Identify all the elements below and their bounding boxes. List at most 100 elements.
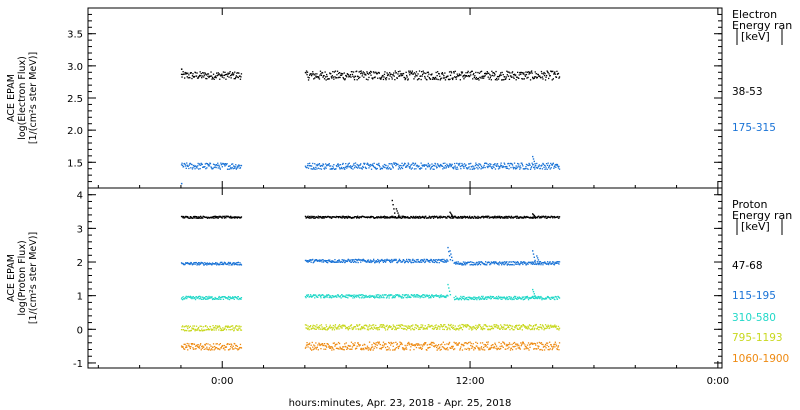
- data-point: [455, 78, 457, 80]
- data-point: [484, 75, 486, 77]
- data-point: [187, 349, 189, 351]
- data-point: [234, 216, 236, 218]
- data-point: [397, 327, 399, 329]
- data-point: [523, 216, 525, 218]
- data-point: [388, 347, 390, 349]
- data-point: [425, 260, 427, 262]
- data-point: [538, 164, 540, 166]
- data-point: [427, 71, 429, 73]
- data-point: [225, 78, 227, 80]
- data-point: [228, 262, 231, 264]
- data-point-spike: [449, 250, 451, 252]
- data-point: [380, 326, 382, 328]
- data-point: [541, 349, 544, 351]
- data-point: [200, 330, 202, 332]
- data-point: [491, 70, 493, 72]
- data-point: [453, 168, 455, 170]
- data-point: [200, 75, 202, 77]
- data-point: [500, 298, 502, 300]
- data-point: [381, 344, 384, 346]
- data-point: [312, 326, 314, 328]
- data-point: [445, 166, 448, 168]
- data-point: [369, 348, 371, 350]
- data-point: [182, 262, 184, 265]
- data-point: [446, 347, 449, 349]
- data-point: [391, 328, 393, 330]
- data-point: [542, 264, 544, 266]
- data-point: [546, 327, 548, 329]
- data-point: [414, 73, 417, 75]
- data-point: [221, 296, 223, 299]
- data-point: [385, 167, 388, 169]
- data-point: [349, 166, 351, 168]
- data-point: [508, 261, 510, 263]
- data-point: [467, 342, 469, 345]
- data-point: [232, 263, 234, 265]
- data-point: [234, 167, 236, 169]
- data-point: [540, 342, 543, 344]
- data-point: [533, 295, 535, 297]
- data-point: [346, 76, 348, 78]
- data-point: [411, 327, 413, 330]
- data-point: [386, 349, 388, 351]
- data-point: [531, 162, 533, 164]
- data-point: [445, 260, 447, 262]
- data-point: [377, 164, 379, 166]
- data-point: [320, 216, 323, 218]
- data-point: [361, 75, 363, 77]
- data-point: [360, 294, 362, 296]
- data-point: [469, 261, 471, 263]
- data-point: [212, 77, 214, 79]
- data-point: [455, 167, 457, 169]
- data-point: [409, 70, 411, 72]
- data-point: [531, 328, 533, 331]
- data-point: [356, 216, 358, 218]
- data-point: [472, 78, 474, 80]
- data-point: [523, 215, 525, 218]
- data-point: [497, 263, 499, 265]
- data-point: [338, 72, 341, 74]
- data-point: [457, 343, 459, 345]
- data-point: [428, 164, 430, 166]
- data-point: [547, 324, 549, 326]
- data-point: [533, 342, 535, 345]
- data-point: [552, 163, 554, 165]
- data-point: [399, 259, 402, 262]
- data-point: [366, 163, 368, 165]
- data-point: [224, 296, 226, 298]
- data-point: [446, 343, 448, 345]
- data-point: [314, 73, 316, 75]
- data-point: [379, 343, 381, 346]
- data-point: [503, 297, 505, 299]
- data-point: [358, 164, 360, 166]
- data-point: [417, 217, 420, 219]
- data-point: [437, 164, 439, 166]
- data-point: [545, 262, 547, 264]
- data-point: [525, 296, 528, 298]
- data-point: [445, 295, 448, 297]
- data-point: [224, 296, 227, 299]
- data-point: [388, 163, 390, 165]
- data-point: [183, 166, 185, 168]
- data-point: [328, 260, 330, 262]
- data-point: [425, 342, 427, 344]
- data-point: [556, 348, 559, 351]
- data-point: [420, 259, 422, 261]
- data-point: [337, 341, 340, 344]
- data-point: [190, 217, 192, 219]
- data-point: [393, 72, 395, 74]
- data-point: [308, 329, 310, 331]
- data-point: [524, 326, 526, 328]
- data-point: [530, 325, 532, 327]
- data-point: [527, 342, 530, 344]
- data-point: [449, 216, 452, 219]
- data-point: [484, 297, 486, 299]
- data-point: [427, 166, 429, 168]
- data-point: [317, 349, 319, 351]
- data-point: [469, 296, 471, 298]
- data-point: [323, 297, 326, 299]
- data-point: [357, 325, 359, 327]
- data-point: [373, 324, 375, 326]
- data-point: [193, 325, 196, 327]
- data-point: [511, 263, 514, 266]
